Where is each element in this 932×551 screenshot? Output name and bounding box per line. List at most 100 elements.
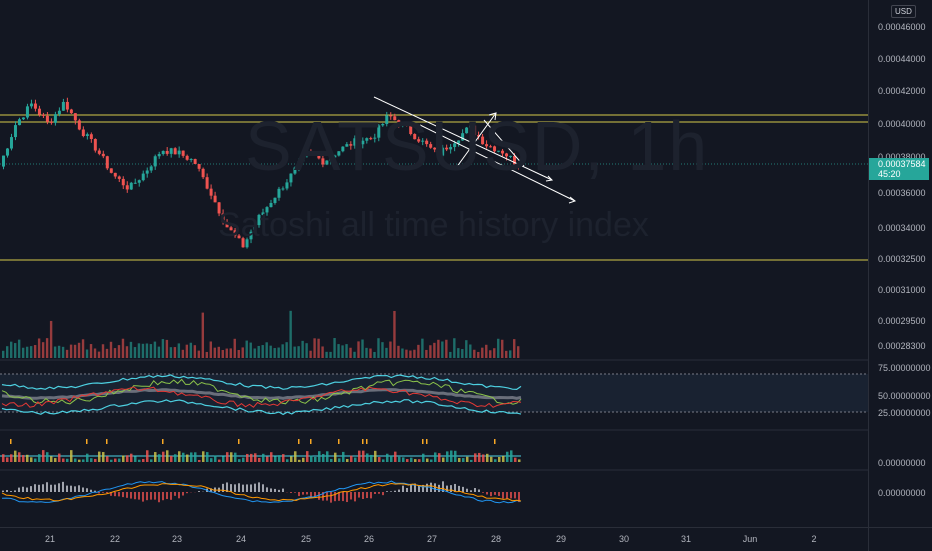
volume-bar (393, 311, 395, 358)
candle-body (118, 176, 121, 178)
volume-bar (389, 342, 391, 358)
macd-histogram-bar (514, 492, 516, 498)
macd-histogram-bar (166, 492, 168, 499)
histogram-bar (482, 454, 485, 462)
macd-histogram-bar (162, 492, 164, 500)
histogram-bar (150, 459, 153, 462)
macd-histogram-bar (134, 492, 136, 499)
macd-histogram-bar (498, 492, 500, 496)
macd-histogram-bar (178, 492, 180, 498)
histogram-bar (102, 452, 105, 462)
volume-bar (501, 340, 503, 358)
histogram-bar (442, 458, 445, 462)
volume-bar (465, 340, 467, 358)
macd-histogram-bar (502, 492, 504, 499)
histogram-bar (518, 459, 521, 462)
histogram-bar (490, 457, 493, 462)
macd-histogram-bar (494, 492, 496, 495)
macd-histogram-bar (250, 484, 252, 492)
histogram-bar (410, 458, 413, 462)
histogram-bar (274, 456, 277, 462)
volume-bar (254, 348, 256, 358)
macd-histogram-bar (58, 483, 60, 492)
histogram-bar (278, 455, 281, 462)
macd-histogram-bar (238, 483, 240, 492)
volume-bar (437, 340, 439, 358)
volume-bar (26, 347, 28, 358)
macd-histogram-bar (38, 485, 40, 492)
macd-histogram-bar (246, 484, 248, 492)
histogram-bar (254, 453, 257, 462)
volume-bar (493, 348, 495, 358)
macd-histogram-bar (106, 492, 108, 493)
histogram-bar (226, 452, 229, 462)
volume-bar (130, 342, 132, 358)
volume-bar (238, 350, 240, 358)
last-price-tag: 0.00037584 45:20 (869, 158, 929, 180)
candle-body (90, 134, 93, 139)
volume-bar (178, 343, 180, 358)
histogram-bar (54, 458, 57, 462)
chart-area[interactable]: SATSUSD, 1h Satoshi all time history ind… (0, 0, 868, 527)
volume-bar (481, 348, 483, 358)
volume-bar (377, 338, 379, 358)
histogram-bar (22, 455, 25, 462)
candle-body (66, 102, 69, 110)
chart-canvas[interactable] (0, 0, 868, 527)
macd-histogram-bar (482, 492, 484, 493)
volume-bar (158, 347, 160, 358)
price-tick-label: 0.00046000 (878, 22, 926, 32)
candle-body (277, 189, 280, 198)
macd-histogram-bar (462, 487, 464, 492)
histogram-bar (454, 451, 457, 462)
indicator-tick-label: 50.00000000 (878, 391, 931, 401)
volume-bar (305, 343, 307, 358)
macd-histogram-bar (266, 487, 268, 492)
candle-body (54, 114, 57, 123)
histogram-bar (486, 454, 489, 462)
signal-marker (366, 439, 368, 444)
signal-marker (362, 439, 364, 444)
price-tick-label: 0.00036000 (878, 188, 926, 198)
volume-bar (198, 351, 200, 358)
currency-badge[interactable]: USD (891, 5, 916, 18)
histogram-bar (246, 454, 249, 462)
candle-body (146, 171, 149, 174)
histogram-bar (406, 459, 409, 462)
candle-body (94, 139, 97, 151)
volume-bar (325, 352, 327, 358)
histogram-bar (290, 456, 293, 462)
macd-histogram-bar (278, 490, 280, 492)
macd-histogram-bar (370, 492, 372, 498)
histogram-bar (206, 452, 209, 462)
candle-body (206, 177, 209, 188)
macd-histogram-bar (298, 492, 300, 496)
volume-bar (489, 350, 491, 358)
volume-bar (341, 345, 343, 358)
volume-bar (138, 343, 140, 358)
volume-bar (445, 340, 447, 358)
candle-body (2, 156, 5, 167)
candle-body (281, 188, 284, 189)
histogram-bar (122, 456, 125, 462)
histogram-bar (462, 458, 465, 462)
histogram-bar (282, 454, 285, 462)
candle-body (62, 102, 65, 111)
volume-bar (78, 343, 80, 358)
macd-histogram-bar (270, 488, 272, 492)
volume-bar (166, 340, 168, 358)
volume-bar (74, 345, 76, 358)
histogram-bar (86, 454, 89, 462)
histogram-bar (58, 454, 61, 462)
candle-body (170, 148, 173, 154)
histogram-bar (330, 459, 333, 462)
histogram-bar (74, 458, 77, 462)
histogram-bar (146, 450, 149, 462)
candle-body (273, 198, 276, 203)
volume-bar (509, 350, 511, 358)
macd-histogram-bar (350, 492, 352, 499)
macd-histogram-bar (510, 492, 512, 498)
macd-histogram-bar (122, 492, 124, 497)
